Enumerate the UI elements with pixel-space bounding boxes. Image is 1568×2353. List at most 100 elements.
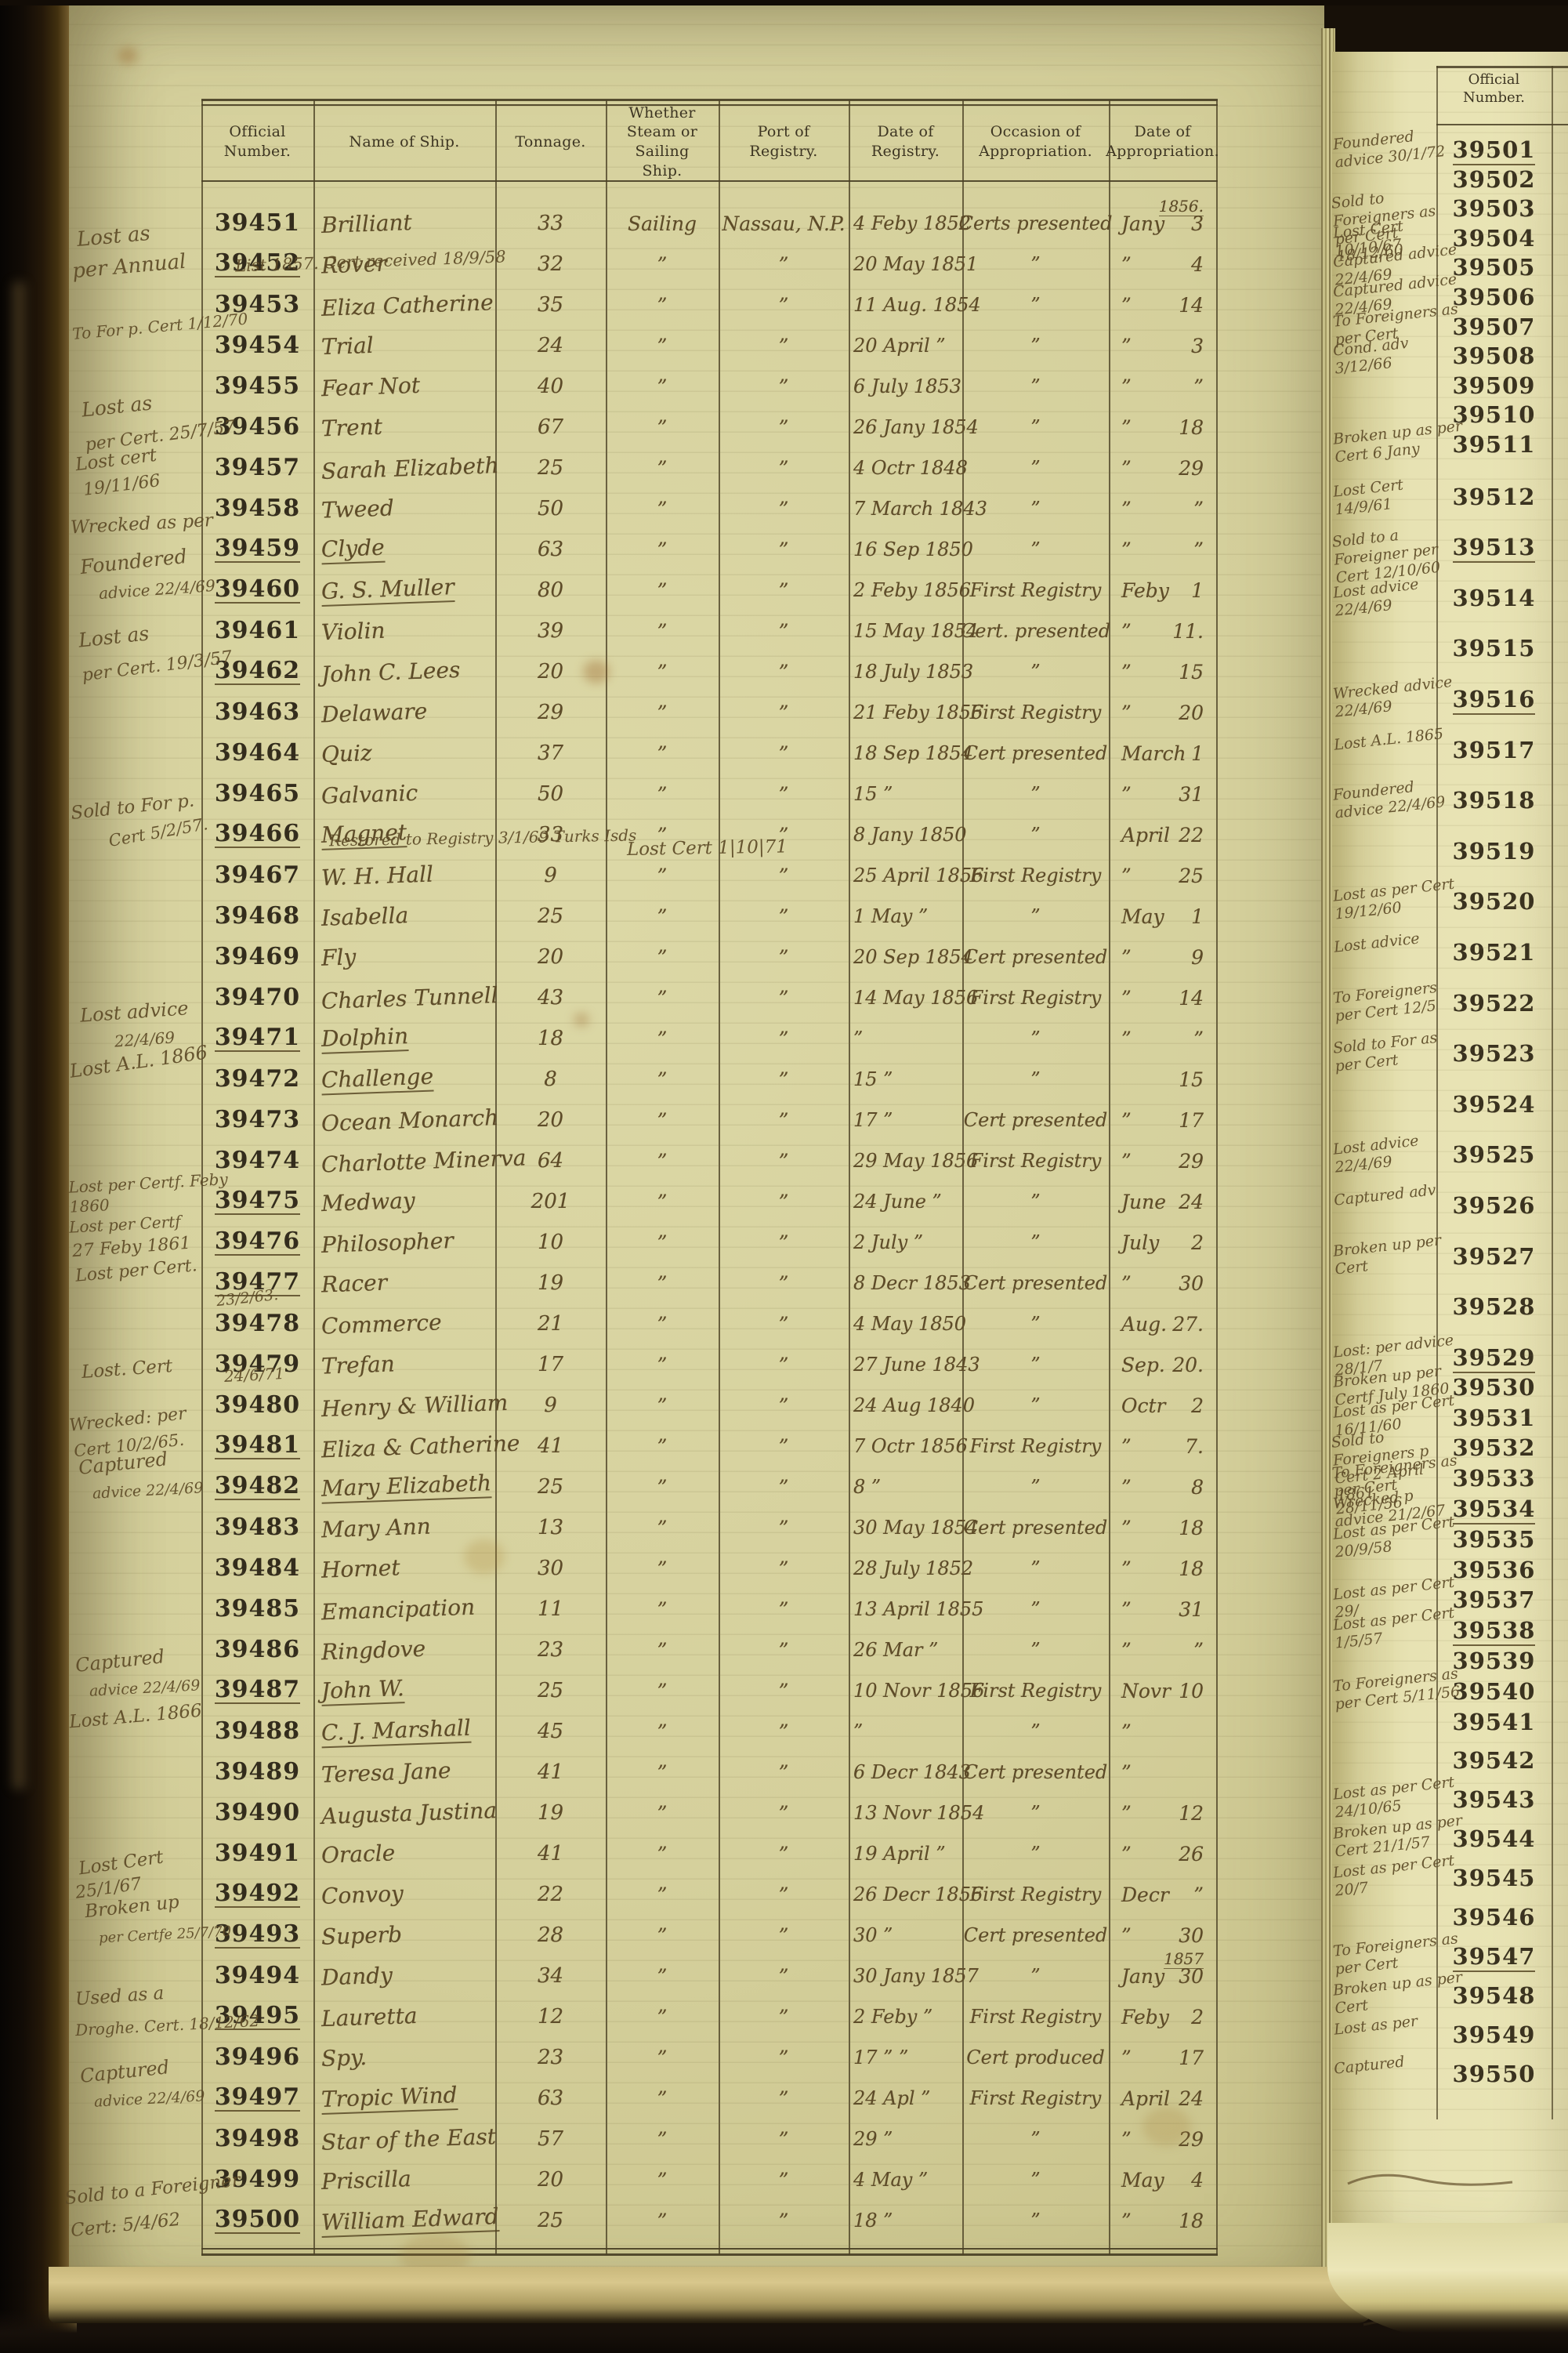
header-occasion-of-appropriation: Occasion of Appropriation. xyxy=(979,123,1092,160)
occasion-of-appropriation: First Registry xyxy=(969,579,1102,601)
margin-note: Lost Cert 1|10|71 xyxy=(626,836,788,860)
ship-name: Trefan xyxy=(320,1350,396,1380)
port-of-registry: ” xyxy=(778,538,789,561)
official-number: 39484 xyxy=(214,1554,301,1582)
margin-note: Sold to a Foreigner per Cert 12/10/60 xyxy=(1331,527,1442,587)
date-of-appropriation: Feby 1 xyxy=(1121,578,1204,602)
official-number: 39526 xyxy=(1452,1192,1536,1219)
official-number: 39523 xyxy=(1452,1040,1536,1068)
occasion-of-appropriation: Cert presented xyxy=(963,1109,1108,1131)
occasion-of-appropriation: ” xyxy=(1030,253,1041,275)
tonnage: 11 xyxy=(537,1597,564,1621)
steam-or-sailing: ” xyxy=(657,538,668,561)
ship-name: Trent xyxy=(320,413,383,441)
official-number: 39481 xyxy=(214,1430,301,1459)
official-number: 39521 xyxy=(1452,939,1536,966)
ship-name: Charlotte Minerva xyxy=(320,1144,527,1178)
steam-or-sailing: ” xyxy=(657,1842,668,1865)
steam-or-sailing: ” xyxy=(657,1394,668,1417)
ledger-row: 39473 Ocean Monarch 20”” 17 ” Cert presented… xyxy=(201,1099,1216,1141)
ledger-row: 39485 Emancipation 11 ” ” 13 April 1855 ” ” 31 xyxy=(201,1588,1216,1630)
tonnage: 37 xyxy=(537,741,564,765)
margin-note: Captured adv xyxy=(1333,1181,1437,1209)
port-of-registry: ” xyxy=(778,1964,789,1988)
right-table-border-top xyxy=(1436,66,1568,68)
tonnage: 28 xyxy=(537,1923,564,1947)
ledger-row: 39493 Superb 28”” 30 ” Cert presented” 30 xyxy=(201,1914,1216,1956)
ship-name: Eliza & Catherine xyxy=(320,1430,520,1463)
margin-note: Lost as per Cert 19/12/60 xyxy=(1332,876,1456,923)
steam-or-sailing: ” xyxy=(657,1312,668,1336)
port-of-registry: ” xyxy=(778,1271,789,1295)
ledger-row: 39457 Sarah Elizabeth 25 ” ” 4 Octr 1848 ” ” 29 xyxy=(201,447,1216,489)
official-number: 39544 xyxy=(1452,1825,1536,1852)
port-of-registry: ” xyxy=(778,1720,789,1743)
ship-name: G. S. Muller xyxy=(313,574,495,607)
steam-or-sailing: ” xyxy=(657,1638,668,1662)
ship-name: Charles Tunnell xyxy=(320,981,499,1014)
header-date-of-registry: Date of Registry. xyxy=(871,123,940,160)
ship-name: Emancipation xyxy=(320,1593,476,1625)
margin-note: Broken up per Cert xyxy=(1332,1231,1443,1278)
ship-name: Dandy xyxy=(320,1961,393,1991)
occasion-of-appropriation: ” xyxy=(1030,375,1041,397)
date-of-appropriation: ” 14 xyxy=(1121,293,1204,317)
official-number: 39478 xyxy=(214,1310,301,1337)
official-number: 39468 xyxy=(214,902,301,930)
tonnage: 8 xyxy=(544,1068,557,1091)
ledger-row: 39489 Teresa Jane 41 ” ” 6 Decr 1843 Cert pres… xyxy=(201,1751,1216,1793)
tonnage: 63 xyxy=(537,2087,564,2110)
steam-or-sailing: ” xyxy=(657,1353,668,1376)
tonnage: 24 xyxy=(537,334,564,357)
ledger-row: 39498 Star of the East 57”” 29 ””” 29 xyxy=(201,2118,1216,2160)
date-of-appropriation: 15 xyxy=(1179,1068,1204,1091)
occasion-of-appropriation: ” xyxy=(1030,1598,1041,1620)
official-number: 39513 xyxy=(1436,534,1552,564)
tonnage: 50 xyxy=(537,497,564,520)
ship-name: Ocean Monarch xyxy=(320,1104,499,1137)
steam-or-sailing: ” xyxy=(657,660,668,683)
date-of-registry: 14 May 1856 xyxy=(853,987,979,1009)
ledger-row: 39453 Eliza Catherine 35”” 11 Aug. 1854”” 14 xyxy=(201,284,1216,326)
steam-or-sailing: ” xyxy=(657,1516,668,1539)
tonnage: 64 xyxy=(537,1149,564,1173)
ship-name: Ringdove xyxy=(320,1635,426,1665)
occasion-of-appropriation: ” xyxy=(1030,1639,1041,1661)
date-of-registry: 20 April ” xyxy=(853,335,946,357)
margin-note: Sold to Foreigners p Cert 2 April 1861 xyxy=(1330,1429,1430,1506)
ship-name: Clyde xyxy=(313,534,495,565)
port-of-registry: ” xyxy=(778,2046,789,2069)
date-of-appropriation: Octr 2 xyxy=(1121,1394,1204,1417)
tonnage: 63 xyxy=(537,538,564,561)
ledger-row: 39465 Galvanic 50”” 15 ””” 31 xyxy=(201,773,1216,815)
occasion-of-appropriation: Cert produced xyxy=(966,2047,1105,2068)
margin-note: Captured xyxy=(1333,2053,1406,2078)
occasion-of-appropriation: First Registry xyxy=(969,702,1102,723)
tonnage: 21 xyxy=(537,1312,564,1336)
date-of-appropriation: ” 4 xyxy=(1121,252,1204,276)
occasion-of-appropriation: ” xyxy=(1030,1557,1041,1579)
date-of-registry: 4 Feby 1852 xyxy=(853,212,972,234)
steam-or-sailing: ” xyxy=(657,1720,668,1743)
official-number: 39459 xyxy=(214,534,301,563)
steam-or-sailing: ” xyxy=(657,1923,668,1947)
official-number: 39488 xyxy=(214,1717,301,1745)
tonnage: 45 xyxy=(537,1720,564,1743)
port-of-registry: ” xyxy=(778,1108,789,1132)
occasion-of-appropriation: First Registry xyxy=(969,2006,1102,2028)
port-of-registry: ” xyxy=(778,945,789,969)
date-of-registry: 16 Sep 1850 xyxy=(853,538,973,560)
tonnage: 19 xyxy=(537,1801,564,1825)
date-of-registry: 26 Decr 1856 xyxy=(853,1883,983,1905)
date-of-registry: 6 Decr 1843 xyxy=(853,1761,971,1783)
date-of-appropriation: ” 25 xyxy=(1121,864,1204,887)
header-bottom-rule xyxy=(201,180,1218,182)
port-of-registry: Nassau, N.P. xyxy=(722,212,846,235)
date-of-appropriation: ” 18 xyxy=(1121,1557,1204,1580)
ship-name: Fear Not xyxy=(320,372,421,401)
official-number: 39460 xyxy=(214,575,301,604)
steam-or-sailing: ” xyxy=(657,1190,668,1213)
occasion-of-appropriation: First Registry xyxy=(969,1150,1102,1172)
occasion-of-appropriation: Cert presented xyxy=(963,742,1108,764)
steam-or-sailing: ” xyxy=(657,864,668,887)
